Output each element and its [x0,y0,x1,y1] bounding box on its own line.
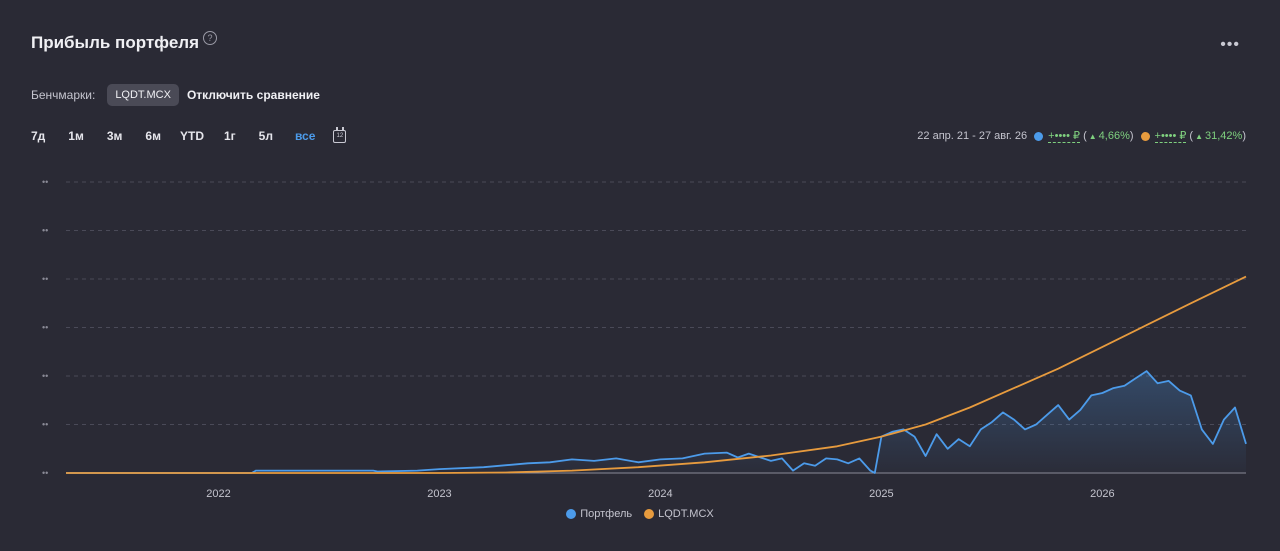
y-tick-label: •• [42,420,48,430]
x-tick-label: 2026 [1090,488,1114,500]
range-button[interactable]: все [294,129,316,143]
range-button[interactable]: 1м [68,129,84,143]
benchmark-line[interactable] [66,275,1247,474]
range-button[interactable]: 3м [106,129,123,143]
range-button[interactable]: 5л [258,129,273,143]
benchmark-chip[interactable]: LQDT.MCX [107,84,179,106]
legend-item-benchmark[interactable]: LQDT.MCX [644,508,714,520]
x-tick-label: 2024 [648,488,672,500]
disable-comparison-button[interactable]: Отключить сравнение [186,88,320,102]
y-tick-label: •• [42,323,48,333]
portfolio-pct: 4,66% [1098,130,1130,142]
calendar-day-text: 12 [336,132,344,139]
benchmark-value: +•••• ₽ [1154,130,1187,143]
legend-benchmark-label: LQDT.MCX [658,508,714,520]
up-triangle-icon: ▲ [1088,131,1097,141]
portfolio-dot-icon [1034,131,1044,141]
benchmark-paren-open: ( [1189,130,1194,142]
title-text: Прибыль портфеля [31,33,200,52]
benchmarks-label: Бенчмарки: [31,88,96,102]
period-range: 22 апр. 21 - 27 авг. 26 [917,130,1028,142]
benchmark-pct: 31,42% [1205,130,1243,142]
legend-portfolio-label: Портфель [580,508,633,520]
legend-benchmark-dot-icon [644,509,655,519]
page-title: Прибыль портфеля ? [31,31,218,53]
help-icon[interactable]: ? [203,31,218,45]
calendar-icon[interactable]: 12 [333,126,347,143]
profit-chart[interactable]: •• •• •• •• •• •• •• 2022 2023 2024 2025 2026 [0,160,1280,500]
chart-legend: Портфель LQDT.MCX [0,508,1280,520]
range-button[interactable]: 7д [31,129,46,143]
legend-portfolio-dot-icon [566,509,577,519]
portfolio-area [66,371,1246,473]
range-selector: 7д 1м 3м 6м YTD 1г 5л все 12 [31,126,347,146]
x-tick-label: 2022 [206,488,230,500]
y-tick-label: •• [42,274,48,284]
legend-item-portfolio[interactable]: Портфель [566,508,632,520]
portfolio-value: +•••• ₽ [1048,130,1081,143]
period-summary: 22 апр. 21 - 27 авг. 26 +•••• ₽ ( ▲ 4,66… [917,129,1246,143]
range-button[interactable]: 6м [145,129,161,143]
benchmark-paren-close: ) [1242,130,1246,142]
portfolio-paren-close: ) [1129,130,1134,142]
y-tick-label: •• [42,371,48,381]
portfolio-paren-open: ( [1083,130,1087,142]
range-button[interactable]: YTD [179,129,204,143]
y-tick-label: •• [42,468,48,478]
up-triangle-icon: ▲ [1195,131,1204,141]
benchmarks-row: Бенчмарки: LQDT.MCX Отключить сравнение [31,84,320,106]
more-options-icon[interactable]: ••• [1220,36,1240,53]
y-tick-label: •• [42,177,48,187]
x-tick-label: 2025 [869,488,893,500]
range-button[interactable]: 1г [223,129,236,143]
x-tick-label: 2023 [427,488,451,500]
benchmark-dot-icon [1140,131,1150,141]
y-tick-label: •• [42,226,48,236]
